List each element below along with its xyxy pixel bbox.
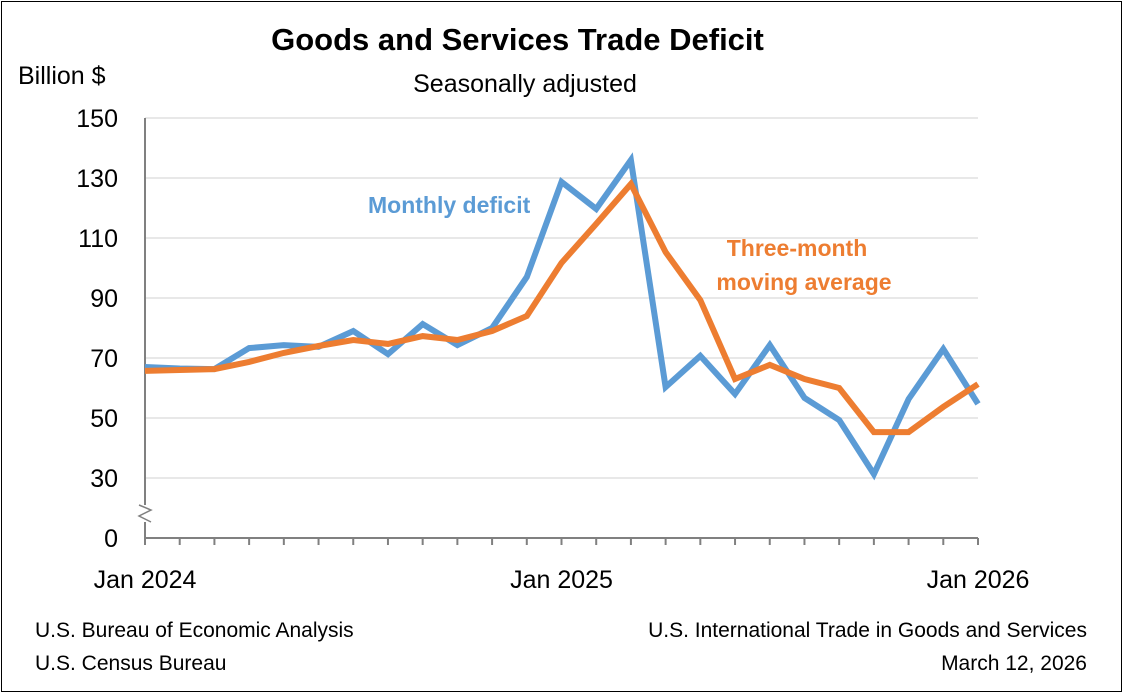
x-tick-label: Jan 2024 bbox=[94, 566, 197, 594]
y-tick-label: 50 bbox=[90, 405, 118, 433]
y-tick-label: 130 bbox=[76, 165, 118, 193]
y-axis-label: Billion $ bbox=[18, 62, 106, 90]
series-line-monthly-deficit bbox=[144, 152, 981, 481]
chart-subtitle: Seasonally adjusted bbox=[413, 70, 637, 98]
y-tick-label: 0 bbox=[104, 525, 118, 553]
series-line-moving-average bbox=[144, 178, 980, 436]
footer-release-date: March 12, 2026 bbox=[941, 652, 1087, 675]
y-tick-label: 30 bbox=[90, 465, 118, 493]
y-tick-label: 110 bbox=[78, 225, 118, 253]
chart-title: Goods and Services Trade Deficit bbox=[271, 22, 764, 57]
series-label-monthly-deficit: Monthly deficit bbox=[368, 192, 531, 218]
x-tick-label: Jan 2026 bbox=[927, 566, 1030, 594]
axis-break-icon bbox=[137, 504, 153, 523]
footer-source-bea: U.S. Bureau of Economic Analysis bbox=[35, 619, 354, 642]
y-tick-label: 150 bbox=[76, 105, 118, 133]
footer-release-title: U.S. International Trade in Goods and Se… bbox=[648, 619, 1087, 642]
y-tick-label: 90 bbox=[90, 285, 118, 313]
series-label-moving-average-line2: moving average bbox=[716, 269, 891, 295]
y-tick-label: 70 bbox=[90, 345, 118, 373]
footer-source-census: U.S. Census Bureau bbox=[35, 652, 227, 675]
series-label-moving-average-line1: Three-month bbox=[727, 235, 868, 261]
x-tick-label: Jan 2025 bbox=[510, 566, 613, 594]
